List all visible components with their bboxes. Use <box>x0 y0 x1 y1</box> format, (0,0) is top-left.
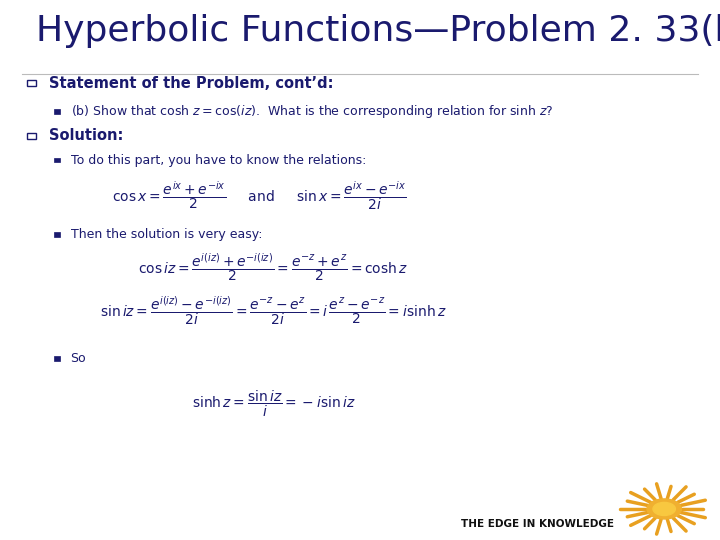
Text: $\cos x = \dfrac{e^{ix}+e^{-ix}}{2}$     and     $\sin x = \dfrac{e^{ix}-e^{-ix}: $\cos x = \dfrac{e^{ix}+e^{-ix}}{2}$ and… <box>112 179 407 213</box>
Text: So: So <box>71 352 86 365</box>
FancyBboxPatch shape <box>54 109 60 114</box>
Text: THE EDGE IN KNOWLEDGE: THE EDGE IN KNOWLEDGE <box>461 519 613 530</box>
Circle shape <box>647 499 681 519</box>
Text: New Jersey's Science & Technology University: New Jersey's Science & Technology Univer… <box>184 526 359 535</box>
FancyBboxPatch shape <box>27 80 36 86</box>
FancyBboxPatch shape <box>54 158 60 163</box>
FancyBboxPatch shape <box>27 133 36 139</box>
Text: (b) Show that $\mathregular{cosh}\ z = \mathregular{cos}(iz)$.  What is the corr: (b) Show that $\mathregular{cosh}\ z = \… <box>71 103 553 120</box>
Text: $\sin iz = \dfrac{e^{i(iz)}-e^{-i(iz)}}{2i} = \dfrac{e^{-z}-e^{z}}{2i} = i\,\dfr: $\sin iz = \dfrac{e^{i(iz)}-e^{-i(iz)}}{… <box>100 295 447 328</box>
Text: September 10, 2009: September 10, 2009 <box>461 489 595 502</box>
FancyBboxPatch shape <box>54 356 60 361</box>
Text: Then the solution is very easy:: Then the solution is very easy: <box>71 228 262 241</box>
Text: $\cos iz = \dfrac{e^{i(iz)}+e^{-i(iz)}}{2} = \dfrac{e^{-z}+e^{z}}{2} = \cosh z$: $\cos iz = \dfrac{e^{i(iz)}+e^{-i(iz)}}{… <box>138 252 409 284</box>
Text: NJIT: NJIT <box>184 496 245 519</box>
Text: Hyperbolic Functions—Problem 2. 33(b): Hyperbolic Functions—Problem 2. 33(b) <box>36 15 720 49</box>
Text: Solution:: Solution: <box>49 128 123 143</box>
Circle shape <box>653 502 675 516</box>
Text: $\sinh z = \dfrac{\sin iz}{i} = -i\sin iz$: $\sinh z = \dfrac{\sin iz}{i} = -i\sin i… <box>192 389 356 419</box>
FancyBboxPatch shape <box>54 232 60 237</box>
Text: Statement of the Problem, cont’d:: Statement of the Problem, cont’d: <box>49 76 333 91</box>
Text: Physics  at: Physics at <box>29 499 138 517</box>
Text: To do this part, you have to know the relations:: To do this part, you have to know the re… <box>71 153 366 167</box>
